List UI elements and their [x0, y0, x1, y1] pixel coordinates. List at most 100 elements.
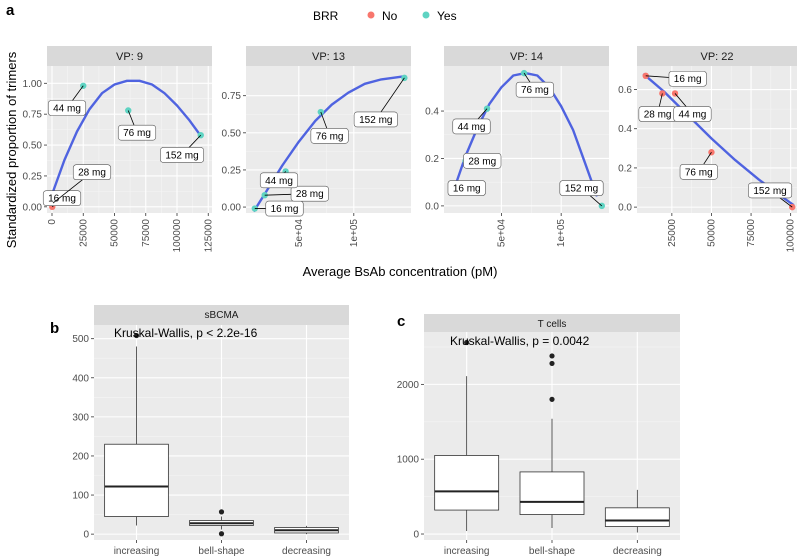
x-tick-label: 75000: [746, 219, 757, 247]
label-box: [673, 106, 712, 122]
facet-plots: VP: 9 0 25000 50000 75000 100000 125000 0.00 0.2…: [23, 46, 797, 252]
x-tick-label: 5e+04: [496, 219, 507, 248]
legend-key-no: [367, 11, 375, 19]
y-tick-label: 0.25: [222, 165, 242, 176]
label-box: [259, 172, 299, 189]
x-tick-label: decreasing: [282, 546, 331, 557]
legend-label-yes: Yes: [437, 9, 457, 23]
x-tick-label: 125000: [203, 219, 214, 253]
facet-strip: [444, 46, 609, 66]
y-tick-label: 0.75: [222, 91, 242, 102]
label-box: [72, 164, 112, 181]
label-box: [265, 200, 304, 217]
y-axis-title: Standardized proportion of trimers: [4, 51, 19, 248]
y-tick-label: 0.0: [425, 201, 439, 212]
facet-vp-13: VP: 13 5e+04 1e+05 0.00 0.25 0.50 0.75 16 mg 28 …: [222, 46, 411, 247]
outlier-point: [549, 360, 555, 367]
point-label: 16 mg: [271, 204, 299, 215]
point-label: 28 mg: [78, 168, 106, 179]
x-tick-label: decreasing: [613, 546, 662, 557]
box-bell-shape: bell-shape: [519, 353, 585, 557]
point-label: 44 mg: [679, 110, 707, 121]
outlier-point: [218, 531, 225, 537]
x-axis-title: Average BsAb concentration (pM): [303, 264, 498, 279]
point-label: 16 mg: [453, 184, 481, 195]
kruskal-wallis-annotation: Kruskal-Wallis, p = 0.0042: [450, 334, 590, 348]
box-iqr: [104, 443, 169, 517]
x-tick-label: 25000: [667, 219, 678, 247]
box-decreasing: decreasing: [274, 525, 339, 557]
label-box: [668, 70, 707, 87]
point-label: 16 mg: [48, 194, 76, 205]
y-tick-label: 0.50: [222, 128, 242, 139]
box-strip: [94, 305, 349, 325]
point-label: 44 mg: [265, 176, 293, 187]
y-tick-label: 400: [72, 373, 89, 384]
fit-curve: [50, 79, 203, 195]
legend-title: BRR: [313, 9, 339, 23]
label-box: [117, 124, 157, 141]
point-label: 152 mg: [753, 186, 786, 197]
point-label: 76 mg: [316, 131, 344, 142]
y-tick-label: 500: [72, 334, 89, 345]
label-box: [559, 180, 604, 196]
box-plot-tcells: T cells 0 1000 2000 increasing bell-shape decr…: [397, 314, 680, 557]
panel-letter-c: c: [397, 313, 405, 330]
y-tick-label: 0.2: [618, 163, 632, 174]
x-tick-label: 25000: [78, 219, 89, 247]
x-tick-label: bell-shape: [529, 546, 576, 557]
box-strip-title: sBCMA: [205, 310, 239, 321]
x-tick-label: increasing: [444, 546, 490, 557]
point-label: 44 mg: [53, 104, 81, 115]
legend-key-yes: [422, 11, 430, 19]
box-strip-title: T cells: [538, 319, 567, 330]
point-label: 76 mg: [685, 167, 713, 178]
point-label: 152 mg: [359, 115, 392, 126]
label-box: [42, 190, 82, 206]
facet-title: VP: 9: [116, 51, 143, 63]
box-increasing: increasing: [434, 339, 500, 557]
label-box: [679, 164, 718, 180]
y-tick-label: 300: [72, 412, 89, 423]
x-tick-label: increasing: [114, 546, 160, 557]
y-tick-label: 0.50: [23, 141, 43, 152]
x-tick-label: 50000: [706, 219, 717, 247]
facet-vp-22: VP: 22 25000 50000 75000 100000 0.0 0.2 0.4 0.6 1…: [618, 46, 797, 252]
facet-strip: [246, 46, 411, 66]
x-tick-label: bell-shape: [198, 546, 245, 557]
x-tick-label: 100000: [786, 219, 797, 253]
label-box: [447, 180, 486, 196]
outlier-point: [464, 339, 470, 346]
y-tick-label: 0: [413, 530, 419, 541]
outlier-point: [133, 332, 140, 339]
x-tick-label: 50000: [110, 219, 121, 247]
x-tick-label: 1e+05: [349, 219, 360, 248]
label-box: [452, 118, 491, 135]
label-box: [463, 153, 502, 169]
point-label: 76 mg: [521, 85, 549, 96]
point-label: 76 mg: [123, 128, 151, 139]
outlier-point: [549, 396, 555, 402]
facet-strip: [637, 46, 797, 66]
point-label: 28 mg: [644, 110, 672, 121]
box-strip: [424, 314, 680, 332]
outlier-point: [218, 509, 225, 515]
x-tick-label: 75000: [141, 219, 152, 247]
point-label: 44 mg: [458, 122, 486, 133]
label-box: [290, 185, 329, 202]
box-increasing: increasing: [104, 332, 169, 557]
point-label: 152 mg: [565, 184, 598, 195]
x-tick-label: 5e+04: [294, 219, 305, 248]
label-box: [353, 111, 398, 128]
y-tick-label: 0.6: [618, 85, 632, 96]
label-box: [748, 182, 793, 199]
box-bell-shape: bell-shape: [189, 509, 254, 557]
point-label: 28 mg: [468, 156, 496, 167]
point-label: 28 mg: [296, 189, 324, 200]
y-tick-label: 1000: [397, 455, 420, 466]
y-tick-label: 2000: [397, 380, 420, 391]
x-tick-label: 1e+05: [556, 219, 567, 248]
y-tick-label: 0: [83, 530, 89, 541]
box-iqr: [604, 507, 670, 527]
